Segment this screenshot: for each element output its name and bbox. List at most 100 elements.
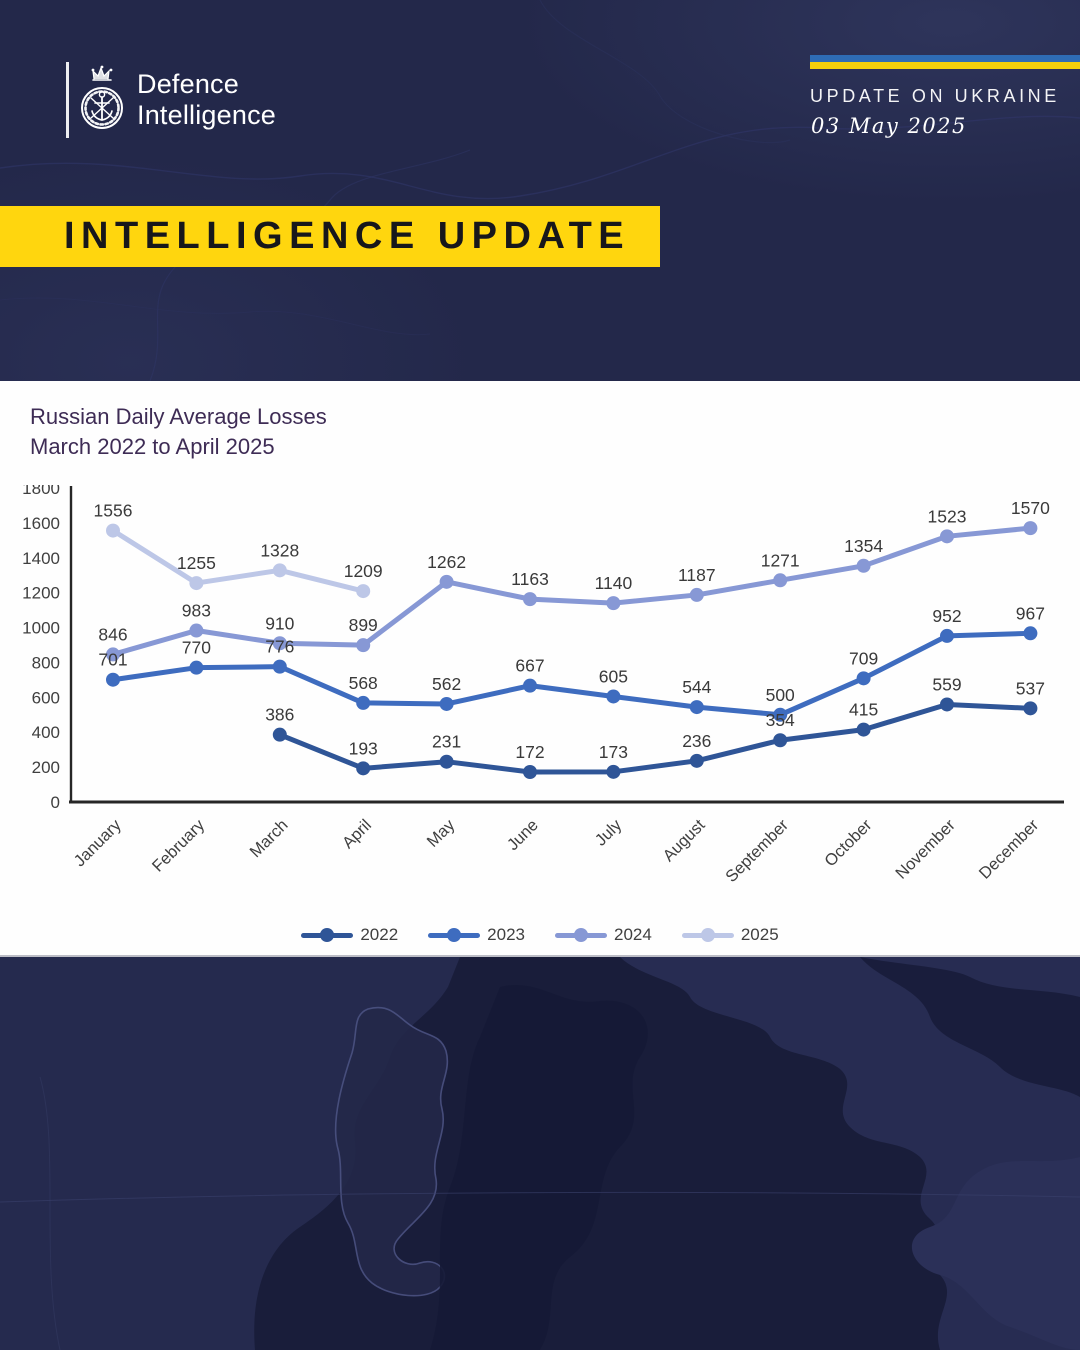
update-on-ukraine-label: UPDATE ON UKRAINE (810, 86, 1060, 106)
data-label-2024: 1163 (511, 569, 549, 589)
mod-crest-icon (81, 65, 123, 129)
legend-swatch-2023 (428, 928, 481, 942)
legend-item-2023: 2023 (428, 925, 525, 945)
data-point-2022 (689, 753, 704, 768)
data-label-2023: 562 (432, 674, 461, 694)
data-label-2022: 537 (1016, 678, 1045, 698)
data-point-2023 (272, 659, 287, 674)
data-label-2024: 899 (349, 615, 378, 635)
data-point-2023 (106, 672, 120, 687)
data-point-2023 (773, 707, 788, 722)
legend-swatch-2024 (555, 928, 607, 942)
data-label-2024: 910 (265, 613, 294, 633)
y-tick-label: 600 (32, 688, 60, 707)
flag-yellow-band (810, 62, 1080, 69)
legend-dot-2022 (320, 928, 335, 942)
ukraine-flag-stripe (810, 55, 1080, 69)
x-tick-label: March (246, 816, 291, 861)
flag-blue-band (810, 55, 1080, 62)
data-label-2025: 1556 (94, 501, 133, 521)
legend-label-2025: 2025 (740, 925, 779, 944)
data-point-2023 (856, 671, 871, 686)
black-sea-map (0, 957, 1080, 1350)
legend-dot-2025 (700, 928, 715, 942)
x-tick-label: September (722, 816, 792, 886)
data-point-2022 (356, 761, 371, 776)
data-label-2023: 709 (849, 648, 878, 668)
y-tick-label: 1400 (22, 549, 60, 568)
data-label-2025: 1255 (177, 553, 216, 573)
report-date: 03 May 2025 (811, 114, 967, 138)
intelligence-update-banner: INTELLIGENCE UPDATE (0, 206, 660, 267)
data-label-2024: 1523 (928, 506, 967, 526)
legend-item-2024: 2024 (555, 925, 652, 945)
y-tick-label: 800 (32, 653, 60, 672)
data-point-2023 (940, 628, 954, 643)
chart-legend: 2022 2023 2024 2025 (0, 925, 1080, 945)
data-point-2022 (1023, 701, 1038, 716)
data-label-2023: 952 (932, 606, 961, 626)
legend-dot-2023 (447, 928, 462, 942)
data-point-2023 (439, 696, 454, 711)
footer-map (0, 957, 1080, 1350)
legend-dot-2024 (574, 928, 588, 942)
data-label-2022: 415 (849, 700, 878, 720)
data-point-2022 (272, 727, 287, 742)
header: Defence Intelligence UPDATE ON UKRAINE 0… (0, 0, 1080, 381)
data-point-2023 (689, 700, 704, 715)
data-label-2022: 193 (349, 738, 378, 758)
data-label-2024: 1187 (678, 565, 716, 585)
legend-label-2024: 2024 (614, 925, 652, 944)
data-label-2022: 172 (515, 742, 544, 762)
data-point-2024 (940, 529, 954, 544)
x-tick-label: August (660, 816, 709, 865)
x-tick-label: July (592, 816, 626, 850)
data-label-2022: 231 (432, 732, 461, 752)
data-label-2024: 1140 (595, 573, 633, 593)
data-label-2023: 500 (766, 685, 795, 705)
data-point-2024 (773, 573, 788, 588)
legend-swatch-2025 (681, 928, 734, 942)
data-label-2023: 770 (182, 638, 211, 658)
data-point-2025 (106, 523, 120, 538)
legend-item-2025: 2025 (681, 925, 779, 945)
data-point-2023 (1023, 626, 1038, 641)
defence-intelligence-logo: Defence Intelligence (66, 60, 276, 140)
legend-item-2022: 2022 (301, 925, 398, 945)
data-point-2022 (439, 754, 454, 769)
data-point-2023 (356, 695, 371, 710)
series-line-2022 (277, 701, 1033, 775)
series-line-2024 (110, 525, 1033, 657)
map-texture-header (0, 0, 1080, 381)
y-tick-label: 0 (51, 793, 60, 812)
data-label-2023: 667 (515, 656, 544, 676)
y-tick-label: 200 (32, 758, 60, 777)
data-point-2024 (606, 596, 621, 611)
chart-panel: Russian Daily Average Losses March 2022 … (0, 381, 1080, 957)
logo-line2: Intelligence (137, 100, 276, 130)
data-point-2024 (189, 623, 204, 638)
data-label-2023: 776 (265, 637, 294, 657)
data-label-2022: 386 (265, 705, 294, 725)
data-label-2023: 967 (1016, 603, 1045, 623)
data-label-2024: 1570 (1011, 498, 1050, 518)
data-label-2022: 236 (682, 731, 711, 751)
data-label-2022: 354 (766, 710, 795, 730)
data-point-2022 (606, 764, 621, 779)
data-point-2024 (272, 636, 287, 651)
data-point-2024 (523, 592, 537, 607)
x-tick-label: January (71, 816, 126, 871)
y-tick-label: 1800 (22, 485, 60, 498)
data-point-2024 (689, 587, 704, 602)
x-tick-label: April (339, 816, 375, 852)
data-point-2023 (523, 678, 537, 693)
x-tick-label: February (149, 816, 209, 876)
data-label-2023: 701 (98, 650, 127, 670)
x-tick-label: June (504, 816, 542, 854)
legend-label-2022: 2022 (360, 925, 399, 944)
y-tick-label: 1200 (22, 584, 60, 603)
banner-title: INTELLIGENCE UPDATE (64, 215, 631, 257)
data-point-2022 (773, 733, 788, 748)
data-point-2023 (606, 689, 621, 704)
data-point-2024 (356, 638, 371, 653)
